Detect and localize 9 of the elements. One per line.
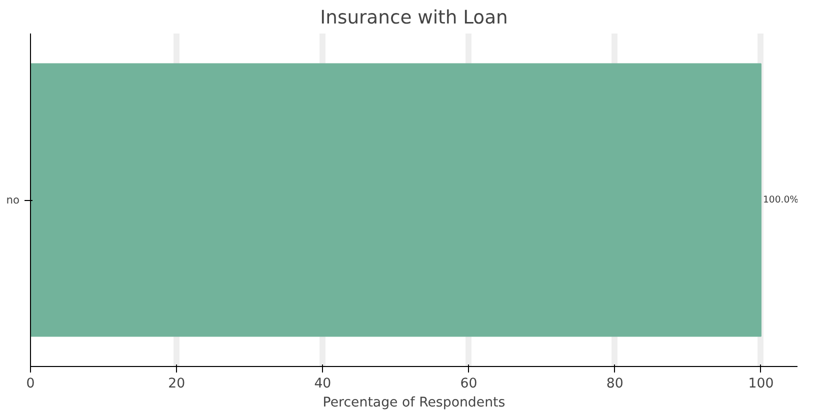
x-tick-label: 100 xyxy=(748,376,774,392)
x-tick-label: 60 xyxy=(460,376,478,392)
x-tick-label: 20 xyxy=(168,376,186,392)
x-axis-title: Percentage of Respondents xyxy=(322,396,506,410)
x-tick-label: 0 xyxy=(26,376,35,392)
chart-title: Insurance with Loan xyxy=(320,8,508,28)
y-tick-label: no xyxy=(6,194,20,206)
x-tick-label: 80 xyxy=(606,376,624,392)
x-tick-label: 40 xyxy=(314,376,332,392)
